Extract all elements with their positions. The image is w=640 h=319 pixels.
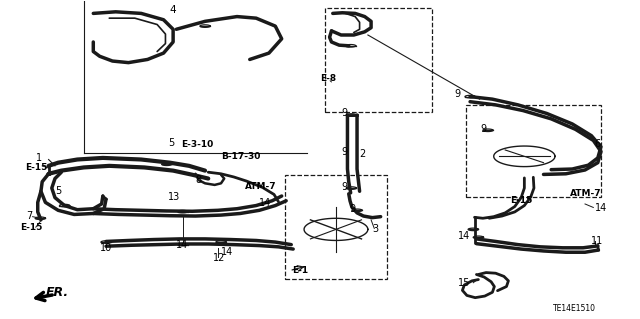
Text: 9: 9 [341,147,348,157]
Bar [285,175,387,278]
Text: B-17-30: B-17-30 [221,152,260,161]
Text: 5: 5 [168,138,174,148]
Text: 14: 14 [176,240,189,250]
Bar [466,105,601,197]
Text: 8: 8 [195,174,202,184]
Text: 1: 1 [36,153,42,163]
Text: 9: 9 [349,204,355,214]
Text: 5: 5 [55,186,61,196]
Text: 9: 9 [480,124,486,134]
Text: FR.: FR. [45,286,68,299]
Text: ATM-7: ATM-7 [245,182,277,191]
Text: 11: 11 [591,236,604,246]
Text: 3: 3 [372,224,378,234]
Text: 4: 4 [170,5,177,15]
Text: E-8: E-8 [320,74,336,83]
Text: E-3-10: E-3-10 [181,140,214,149]
Text: 14: 14 [259,198,271,208]
Text: 9: 9 [341,182,348,192]
Text: 15: 15 [458,278,470,288]
Text: E-15: E-15 [510,196,532,205]
Text: TE14E1510: TE14E1510 [553,304,596,313]
Text: E-15: E-15 [20,223,42,232]
Text: 9: 9 [454,89,461,100]
Text: 12: 12 [212,253,225,263]
Bar [325,8,432,112]
Text: 13: 13 [168,192,180,202]
Text: 2: 2 [360,149,366,159]
Text: 10: 10 [100,243,112,253]
Text: 14: 14 [458,231,470,241]
Text: 9: 9 [341,108,348,118]
Text: ATM-7: ATM-7 [570,189,602,198]
Text: 14: 14 [595,203,607,213]
Text: 6: 6 [595,139,601,149]
Text: E-1: E-1 [292,265,308,275]
Text: 14: 14 [221,247,233,257]
Text: E-15: E-15 [25,163,47,172]
Text: 7: 7 [26,211,33,221]
